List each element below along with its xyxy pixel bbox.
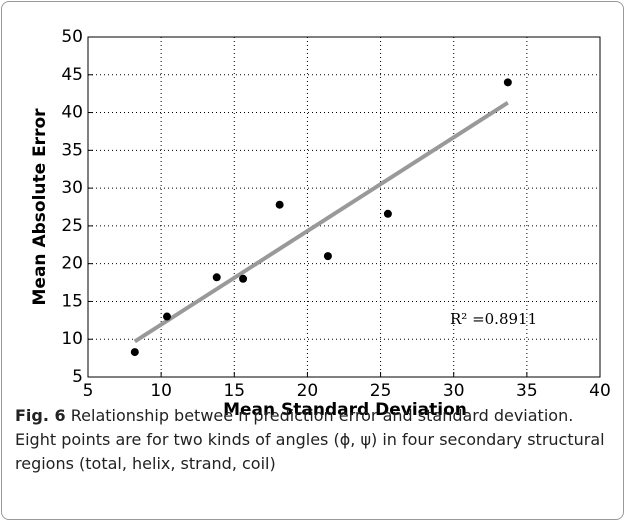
- x-tick-label: 25: [370, 381, 392, 401]
- fit-line: [133, 101, 509, 344]
- x-tick-label: 30: [443, 381, 465, 401]
- caption-label: Fig. 6: [15, 406, 66, 425]
- point: [503, 78, 512, 87]
- y-tick-label: 35: [61, 140, 83, 160]
- x-tick-label: 15: [223, 381, 245, 401]
- chart: Mean Standard Deviation Mean Absolute Er…: [30, 27, 611, 420]
- point: [130, 348, 139, 357]
- point: [275, 200, 284, 209]
- point: [212, 273, 221, 282]
- y-tick-label: 50: [61, 27, 83, 47]
- x-tick-label: 40: [589, 381, 611, 401]
- point: [239, 274, 248, 283]
- y-tick-label: 40: [61, 103, 83, 123]
- caption: Fig. 6 Relationship betwee n prediction …: [15, 404, 615, 476]
- y-tick-label: 20: [61, 254, 83, 274]
- point: [323, 252, 332, 261]
- y-axis-label: Mean Absolute Error: [30, 108, 50, 306]
- point: [162, 312, 171, 321]
- x-tick-label: 5: [83, 381, 94, 401]
- annotation: R² =0.8911: [450, 310, 537, 328]
- y-tick-label: 45: [61, 65, 83, 85]
- y-tick-label: 10: [61, 329, 83, 349]
- x-tick-label: 10: [150, 381, 172, 401]
- y-tick-label: 25: [61, 216, 83, 236]
- y-tick-label: 5: [72, 367, 83, 387]
- caption-text: Relationship betwee n prediction error a…: [15, 406, 605, 473]
- x-axis-label: Mean Standard Deviation: [223, 400, 467, 420]
- plot-frame: [87, 36, 601, 378]
- x-tick-label: 20: [297, 381, 319, 401]
- y-tick-label: 30: [61, 178, 83, 198]
- y-tick-label: 15: [61, 291, 83, 311]
- x-tick-label: 35: [516, 381, 538, 401]
- point: [383, 209, 392, 218]
